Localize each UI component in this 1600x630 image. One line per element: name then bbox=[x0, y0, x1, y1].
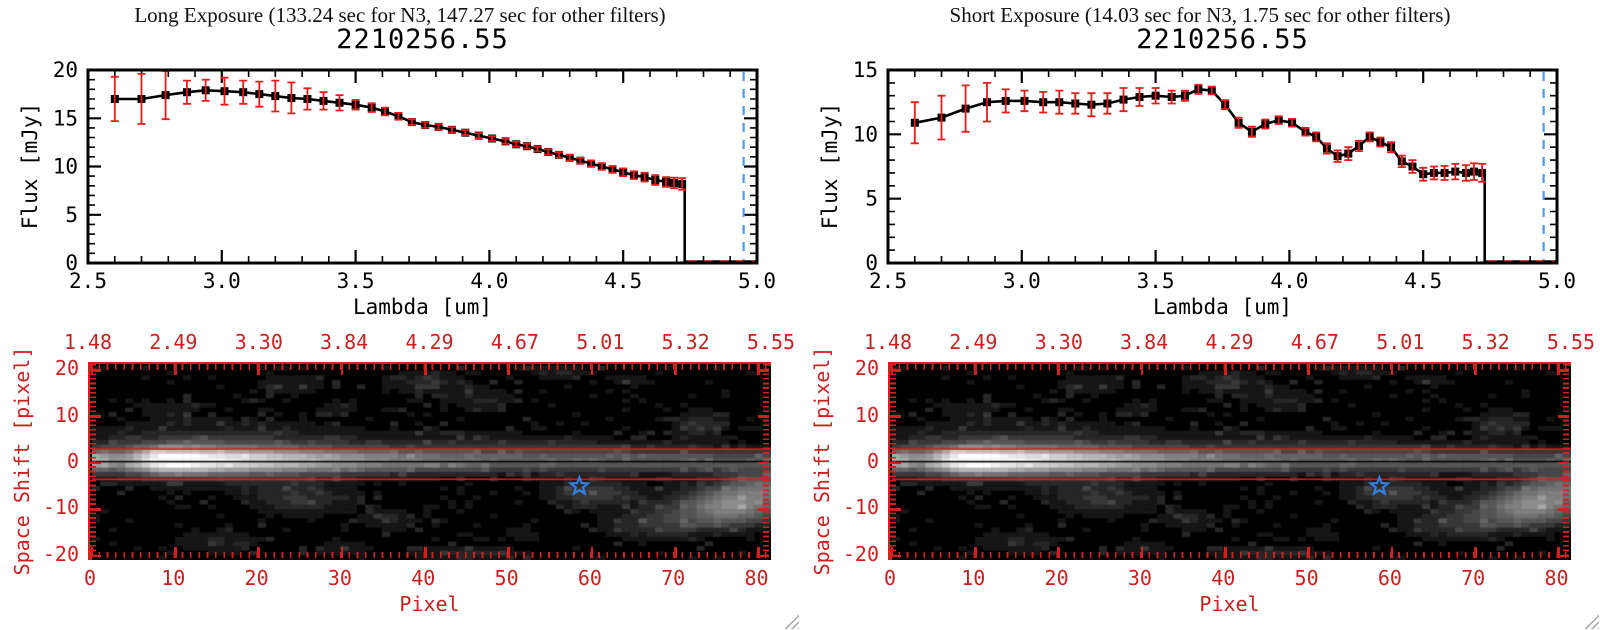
wavelength-scale-label: 3.84 bbox=[320, 330, 369, 354]
svg-text:2.5: 2.5 bbox=[869, 269, 907, 293]
pixel-tick-label: 50 bbox=[494, 566, 519, 590]
pixel-tick-label: 70 bbox=[661, 566, 686, 590]
lambda-axis-label: Lambda [um] bbox=[352, 295, 493, 319]
wavelength-scale-label: 3.30 bbox=[1034, 330, 1083, 354]
svg-text:4.5: 4.5 bbox=[1404, 269, 1442, 293]
wavelength-scale-label: 5.55 bbox=[746, 330, 796, 354]
lambda-axis-label: Lambda [um] bbox=[1152, 295, 1293, 319]
space-shift-axis-label: Space Shift [pixel] bbox=[810, 346, 834, 576]
svg-text:15: 15 bbox=[853, 58, 878, 82]
svg-text:5.0: 5.0 bbox=[738, 269, 776, 293]
pixel-tick-label: 60 bbox=[577, 566, 602, 590]
flux-axis-label: Flux [mJy] bbox=[818, 102, 842, 230]
svg-text:3.5: 3.5 bbox=[1137, 269, 1175, 293]
pixel-tick-label: 30 bbox=[1127, 566, 1152, 590]
wavelength-scale-label: 5.01 bbox=[576, 330, 625, 354]
spectrum-title: 2210256.55 bbox=[336, 24, 509, 55]
wavelength-scale-label: 5.32 bbox=[661, 330, 710, 354]
space-shift-tick-label: -20 bbox=[42, 541, 79, 566]
window-resize-grip[interactable] bbox=[1583, 613, 1599, 629]
svg-text:0: 0 bbox=[865, 251, 878, 275]
panel-short-exposure: Short Exposure (14.03 sec for N3, 1.75 s… bbox=[800, 0, 1600, 630]
svg-text:4.0: 4.0 bbox=[1270, 269, 1308, 293]
wavelength-scale-label: 2.49 bbox=[949, 330, 998, 354]
space-shift-tick-label: -10 bbox=[842, 495, 879, 520]
pixel-tick-label: 10 bbox=[161, 566, 186, 590]
pixel-tick-label: 40 bbox=[411, 566, 436, 590]
space-shift-tick-label: 20 bbox=[854, 356, 879, 381]
spectral-image-canvas bbox=[92, 366, 771, 560]
pixel-tick-label: 50 bbox=[1294, 566, 1319, 590]
wavelength-scale-label: 5.01 bbox=[1376, 330, 1425, 354]
space-shift-tick-label: 10 bbox=[854, 402, 879, 427]
exposure-header: Short Exposure (14.03 sec for N3, 1.75 s… bbox=[949, 3, 1451, 27]
svg-text:0: 0 bbox=[65, 251, 78, 275]
flux-spectrum-plot: 0 5 10 15 20 2.5 3.0 3.5 4.0 4.5 5.0 bbox=[53, 58, 776, 293]
space-shift-axis-label: Space Shift [pixel] bbox=[10, 346, 34, 576]
space-shift-tick-label: 0 bbox=[66, 449, 79, 473]
pixel-tick-label: 20 bbox=[1044, 566, 1069, 590]
svg-text:5: 5 bbox=[865, 187, 878, 211]
flux-axis-label: Flux [mJy] bbox=[18, 102, 42, 230]
svg-text:10: 10 bbox=[853, 122, 878, 146]
pixel-axis-label: Pixel bbox=[1199, 592, 1260, 616]
svg-text:2.5: 2.5 bbox=[69, 269, 107, 293]
space-shift-tick-label: -20 bbox=[842, 541, 879, 566]
svg-text:4.5: 4.5 bbox=[604, 269, 642, 293]
svg-text:3.0: 3.0 bbox=[1003, 269, 1041, 293]
wavelength-scale-label: 3.30 bbox=[234, 330, 283, 354]
space-shift-tick-label: 20 bbox=[54, 356, 79, 381]
wavelength-scale-label: 1.48 bbox=[63, 330, 113, 354]
pixel-tick-label: 80 bbox=[744, 566, 769, 590]
wavelength-scale-label: 5.55 bbox=[1546, 330, 1596, 354]
spectral-image bbox=[88, 362, 771, 560]
space-shift-tick-label: 0 bbox=[866, 449, 879, 473]
panel-long-exposure: Long Exposure (133.24 sec for N3, 147.27… bbox=[10, 3, 799, 629]
svg-text:10: 10 bbox=[53, 155, 78, 179]
wavelength-scale-label: 4.67 bbox=[490, 330, 539, 354]
spectral-image bbox=[888, 362, 1571, 560]
space-shift-tick-label: -10 bbox=[42, 495, 79, 520]
wavelength-scale-label: 4.67 bbox=[1290, 330, 1339, 354]
pixel-tick-label: 70 bbox=[1461, 566, 1486, 590]
wavelength-scale-label: 2.49 bbox=[149, 330, 198, 354]
wavelength-scale-label: 5.32 bbox=[1461, 330, 1510, 354]
svg-text:20: 20 bbox=[53, 58, 78, 82]
pixel-tick-label: 60 bbox=[1377, 566, 1402, 590]
pixel-tick-label: 80 bbox=[1544, 566, 1569, 590]
pixel-axis-label: Pixel bbox=[399, 592, 460, 616]
pixel-tick-label: 40 bbox=[1211, 566, 1236, 590]
spectrum-title: 2210256.55 bbox=[1136, 24, 1309, 55]
wavelength-scale-label: 4.29 bbox=[1205, 330, 1254, 354]
svg-text:3.5: 3.5 bbox=[337, 269, 375, 293]
flux-spectrum-plot: 0 5 10 15 2.5 3.0 3.5 4.0 4.5 5.0 bbox=[853, 58, 1576, 293]
svg-text:4.0: 4.0 bbox=[470, 269, 508, 293]
svg-text:15: 15 bbox=[53, 106, 78, 130]
wavelength-scale-label: 3.84 bbox=[1120, 330, 1169, 354]
wavelength-scale-label: 1.48 bbox=[863, 330, 913, 354]
pixel-tick-label: 10 bbox=[961, 566, 986, 590]
pixel-tick-label: 30 bbox=[327, 566, 352, 590]
window-resize-grip[interactable] bbox=[783, 613, 799, 629]
svg-text:3.0: 3.0 bbox=[203, 269, 241, 293]
exposure-header: Long Exposure (133.24 sec for N3, 147.27… bbox=[134, 3, 666, 27]
space-shift-tick-label: 10 bbox=[54, 402, 79, 427]
pixel-tick-label: 0 bbox=[83, 566, 97, 590]
wavelength-scale-label: 4.29 bbox=[405, 330, 454, 354]
pixel-tick-label: 0 bbox=[883, 566, 897, 590]
spectral-image-canvas bbox=[892, 366, 1571, 560]
svg-text:5: 5 bbox=[65, 203, 78, 227]
svg-text:5.0: 5.0 bbox=[1538, 269, 1576, 293]
pixel-tick-label: 20 bbox=[244, 566, 269, 590]
